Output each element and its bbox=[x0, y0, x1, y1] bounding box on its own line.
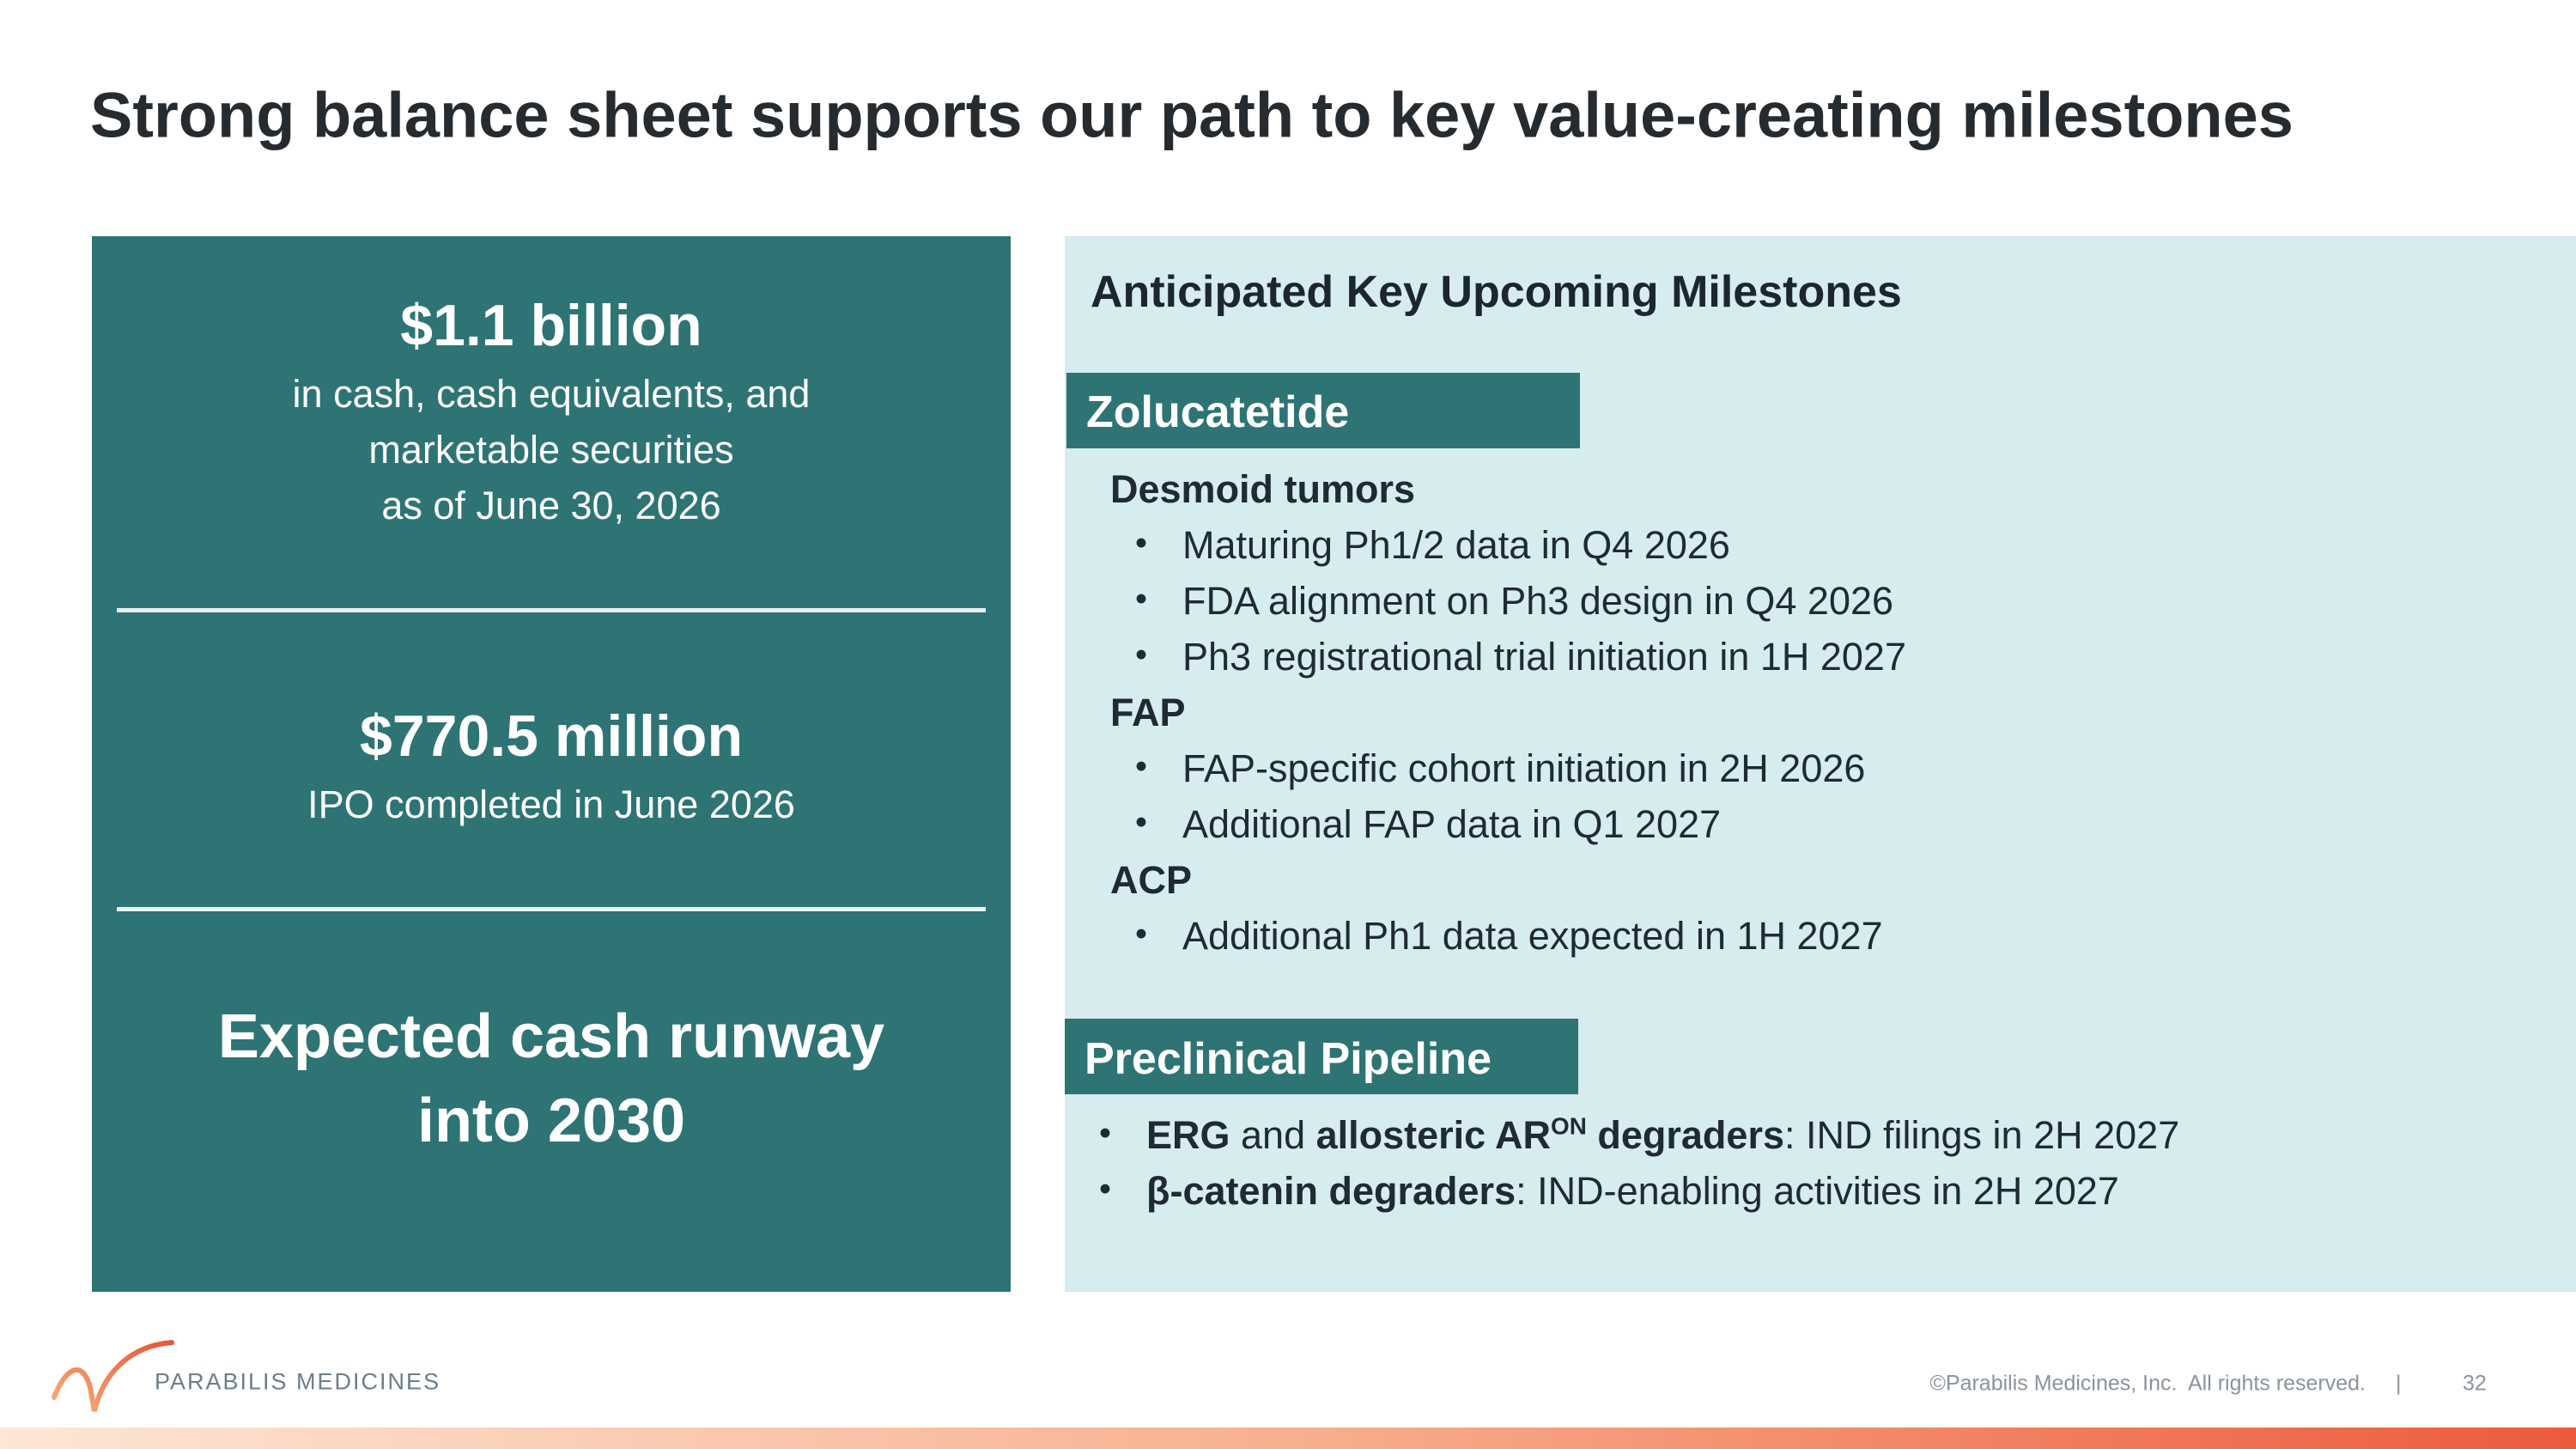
bullet: • bbox=[1135, 524, 1148, 563]
logo-mark bbox=[52, 1340, 174, 1412]
slide-title: Strong balance sheet supports our path t… bbox=[90, 79, 2293, 151]
milestone-item: Additional Ph1 data expected in 1H 2027 bbox=[1182, 914, 1883, 958]
bullet: • bbox=[1099, 1170, 1112, 1209]
copyright: ©Parabilis Medicines, Inc. All rights re… bbox=[1929, 1371, 2366, 1396]
milestone-item: FDA alignment on Ph3 design in Q4 2026 bbox=[1182, 579, 1894, 623]
footer-bar bbox=[0, 1428, 2576, 1449]
section-header bbox=[1065, 1019, 1578, 1094]
milestone-item: Ph3 registrational trial initiation in 1… bbox=[1182, 635, 1906, 679]
bullet: • bbox=[1135, 580, 1148, 618]
bullet: • bbox=[1135, 915, 1148, 953]
divider bbox=[117, 907, 986, 911]
divider bbox=[117, 608, 986, 612]
cash-note: marketable securities bbox=[368, 428, 734, 472]
text: : IND filings in 2H 2027 bbox=[1784, 1113, 2180, 1157]
pipeline-item: ERG and allosteric ARON degraders: IND f… bbox=[1146, 1113, 2179, 1158]
milestone-item: Additional FAP data in Q1 2027 bbox=[1182, 802, 1722, 846]
indication: FAP bbox=[1110, 691, 1186, 734]
text: and bbox=[1230, 1113, 1316, 1157]
bold-text: β-catenin degraders bbox=[1146, 1169, 1516, 1213]
page-number: 32 bbox=[2463, 1371, 2487, 1396]
indication: ACP bbox=[1110, 858, 1193, 902]
bold-text: ERG bbox=[1146, 1113, 1230, 1157]
section-title: Preclinical Pipeline bbox=[1084, 1034, 1492, 1084]
logo-text: PARABILIS MEDICINES bbox=[155, 1368, 441, 1395]
pipeline-item: β-catenin degraders: IND-enabling activi… bbox=[1146, 1169, 2119, 1214]
ipo-note: IPO completed in June 2026 bbox=[307, 782, 795, 826]
milestone-item: FAP-specific cohort initiation in 2H 202… bbox=[1182, 746, 1866, 790]
milestone-item: Maturing Ph1/2 data in Q4 2026 bbox=[1182, 523, 1730, 567]
bullet: • bbox=[1135, 803, 1148, 842]
milestones-heading: Anticipated Key Upcoming Milestones bbox=[1091, 267, 1902, 317]
summary-panel bbox=[92, 236, 1011, 1292]
cash-note: as of June 30, 2026 bbox=[381, 484, 721, 527]
bullet: • bbox=[1135, 747, 1148, 786]
bullet: • bbox=[1135, 636, 1148, 674]
runway: Expected cash runway bbox=[217, 1002, 885, 1071]
section-header bbox=[1066, 373, 1580, 448]
runway: into 2030 bbox=[416, 1087, 686, 1155]
bold-text: degraders bbox=[1586, 1113, 1784, 1157]
separator: | bbox=[2396, 1371, 2402, 1396]
text: : IND-enabling activities in 2H 2027 bbox=[1516, 1169, 2119, 1213]
indication: Desmoid tumors bbox=[1110, 467, 1416, 511]
ipo-value: $770.5 million bbox=[360, 703, 743, 769]
section-title: Zolucatetide bbox=[1086, 387, 1350, 437]
cash-value: $1.1 billion bbox=[400, 293, 702, 358]
bullet: • bbox=[1099, 1114, 1112, 1153]
bold-text: allosteric AR bbox=[1315, 1113, 1552, 1157]
cash-note: in cash, cash equivalents, and bbox=[292, 372, 811, 416]
superscript: ON bbox=[1551, 1112, 1587, 1140]
